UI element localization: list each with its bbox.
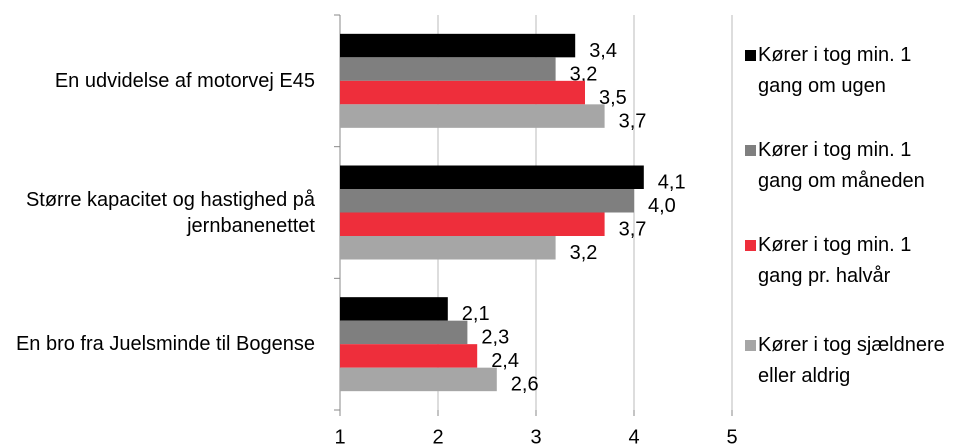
legend-entry: Kører i tog min. 1 gang om ugen xyxy=(745,40,960,102)
bar xyxy=(340,320,468,345)
value-label: 4,1 xyxy=(658,172,686,194)
legend-entry: Kører i tog min. 1 gang om måneden xyxy=(745,135,960,197)
category-label: En bro fra Juelsminde til Bogense xyxy=(15,333,315,356)
value-label: 3,2 xyxy=(570,242,598,264)
bar xyxy=(340,367,497,392)
x-tick-label: 3 xyxy=(530,426,541,448)
legend-label: Kører i tog sjældnere eller aldrig xyxy=(758,334,945,387)
x-tick-label: 1 xyxy=(334,426,345,448)
bar xyxy=(340,297,448,321)
bar xyxy=(340,189,634,213)
value-label: 3,7 xyxy=(619,219,647,241)
bar xyxy=(340,165,644,189)
value-label: 2,4 xyxy=(491,350,519,372)
bar xyxy=(340,57,556,81)
legend-label: Kører i tog min. 1 gang pr. halvår xyxy=(758,234,912,287)
value-label: 2,3 xyxy=(481,327,509,349)
x-tick-label: 5 xyxy=(726,426,737,448)
category-label: En udvidelse af motorvej E45 xyxy=(54,69,315,92)
category-label: Større kapacitet og hastighed på jernban… xyxy=(25,188,315,237)
bar xyxy=(340,33,576,58)
value-label: 2,6 xyxy=(511,374,539,396)
value-label: 3,4 xyxy=(589,40,617,62)
legend-swatch xyxy=(745,240,756,251)
legend-swatch xyxy=(745,50,756,61)
x-tick-label: 4 xyxy=(628,426,639,448)
value-label: 3,7 xyxy=(619,110,647,132)
value-label: 4,0 xyxy=(648,195,676,217)
legend-swatch xyxy=(745,340,756,351)
value-label: 3,2 xyxy=(570,63,598,85)
value-label: 3,5 xyxy=(599,87,627,109)
bar xyxy=(340,344,478,368)
x-tick-label: 2 xyxy=(432,426,443,448)
legend-entry: Kører i tog sjældnere eller aldrig xyxy=(745,330,960,392)
legend-label: Kører i tog min. 1 gang om ugen xyxy=(758,44,912,97)
bar xyxy=(340,80,585,105)
legend-swatch xyxy=(745,145,756,156)
value-label: 2,1 xyxy=(462,303,490,325)
bar xyxy=(340,236,556,260)
legend-label: Kører i tog min. 1 gang om måneden xyxy=(758,139,925,192)
bar xyxy=(340,104,605,128)
legend-entry: Kører i tog min. 1 gang pr. halvår xyxy=(745,230,960,292)
bar xyxy=(340,212,605,236)
